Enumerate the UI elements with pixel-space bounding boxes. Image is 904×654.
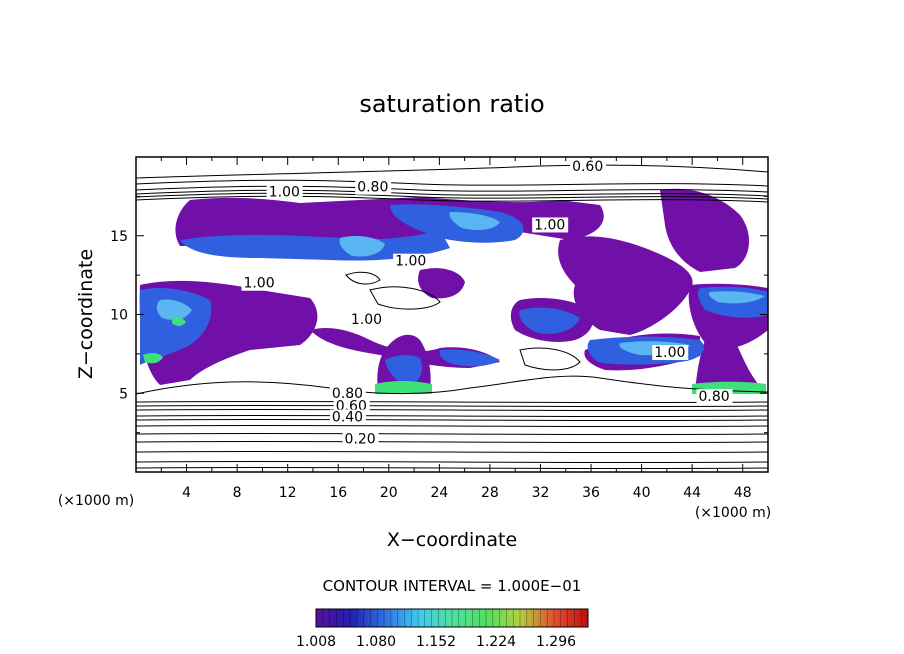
saturation-fill-regions [139, 188, 768, 394]
x-tick-label: 20 [380, 485, 398, 501]
colorbar-labels: 1.008 1.080 1.152 1.224 1.296 [296, 634, 576, 650]
contour-label: 0.40 [332, 410, 363, 426]
contour-label-bg [532, 217, 569, 233]
contour-line [345, 271, 381, 285]
contour-label-bg [570, 159, 607, 175]
fill-region [558, 236, 693, 335]
y-tick-label: 10 [110, 308, 128, 324]
contour-label-bg [329, 385, 366, 401]
contour-label: 0.80 [698, 389, 729, 405]
colorbar-label: 1.080 [356, 634, 396, 650]
contour-label: 1.00 [351, 312, 382, 328]
colorbar-label: 1.152 [416, 634, 456, 650]
contour-line [136, 418, 768, 422]
contour-label: 0.80 [332, 386, 363, 402]
x-unit-label: (×1000 m) [58, 493, 134, 509]
fill-region [449, 212, 500, 230]
x-tick-label: 44 [683, 485, 701, 501]
contour-line [136, 466, 768, 470]
contour-label: 0.20 [345, 432, 376, 448]
x-axis-label: X−coordinate [387, 529, 517, 551]
contour-label: 1.00 [534, 217, 565, 233]
x-tick-label: 32 [532, 485, 550, 501]
fill-region [385, 355, 422, 386]
contour-label: 1.00 [269, 184, 300, 200]
contour-label-bg [342, 431, 379, 447]
x-tick-label: 4 [182, 485, 191, 501]
contour-label: 1.00 [243, 276, 274, 292]
contour-line [136, 424, 768, 428]
contour-label-bg [266, 184, 303, 200]
contour-line [136, 408, 768, 412]
y-axis: 5 10 15 [110, 195, 768, 434]
contour-label-bg [241, 275, 278, 291]
contour-label-bg [652, 345, 689, 361]
fill-region [143, 352, 163, 364]
contour-line [136, 432, 768, 436]
fill-region [375, 381, 432, 394]
chart-title: saturation ratio [359, 90, 544, 118]
colorbar-label: 1.008 [296, 634, 336, 650]
fill-region [418, 268, 465, 299]
colorbar-label: 1.224 [476, 634, 516, 650]
y-axis-label: Z−coordinate [75, 249, 97, 379]
contour-line [519, 347, 581, 371]
contour-line [369, 286, 441, 310]
contour-label: 1.00 [654, 345, 685, 361]
y-tick-label: 15 [110, 229, 128, 245]
contour-label-bg [696, 389, 733, 405]
x-tick-label: 24 [430, 485, 448, 501]
z-unit-label: (×1000 m) [695, 505, 771, 521]
fill-region [708, 291, 765, 304]
x-tick-label: 36 [582, 485, 600, 501]
contour-line [136, 164, 768, 179]
contour-lines [136, 164, 768, 470]
contour-label-bg [355, 179, 392, 195]
contour-label: 0.60 [572, 159, 603, 175]
contour-label-bg [348, 311, 385, 327]
contour-interval-text: CONTOUR INTERVAL = 1.000E−01 [323, 577, 582, 595]
contour-line [136, 195, 768, 203]
fill-region [439, 349, 500, 367]
contour-label: 0.80 [357, 180, 388, 196]
contour-line [136, 375, 768, 395]
x-axis: 4 8 12 16 20 24 28 32 36 40 44 48 [160, 157, 752, 501]
fill-region [156, 299, 192, 320]
fill-region [339, 236, 385, 257]
colorbar-ticks [322, 609, 582, 627]
colorbar-label: 1.296 [536, 634, 576, 650]
contour-label-bg [393, 253, 430, 269]
fill-region [180, 230, 450, 261]
fill-region [660, 188, 750, 272]
x-tick-label: 8 [233, 485, 242, 501]
x-tick-label: 40 [633, 485, 651, 501]
contour-line [136, 440, 768, 444]
contour-line [136, 414, 768, 418]
contour-line [136, 189, 768, 197]
x-tick-label: 12 [279, 485, 297, 501]
contour-line [136, 450, 768, 454]
x-tick-label: 16 [329, 485, 347, 501]
contour-label: 1.00 [395, 254, 426, 270]
contour-label-bg [329, 409, 366, 425]
fill-region [519, 307, 580, 334]
contour-line [136, 192, 768, 200]
contour-line [136, 400, 768, 404]
x-tick-label: 48 [734, 485, 752, 501]
contour-line [136, 179, 768, 187]
contour-line [136, 460, 768, 464]
x-tick-label: 28 [481, 485, 499, 501]
contour-labels: 0.600.801.001.001.001.001.001.000.800.60… [241, 159, 733, 448]
contour-line [136, 185, 768, 193]
plot-area [136, 164, 768, 470]
fill-region [695, 324, 765, 392]
y-tick-label: 5 [119, 386, 128, 402]
fill-region [172, 317, 186, 326]
contour-line [136, 404, 768, 408]
